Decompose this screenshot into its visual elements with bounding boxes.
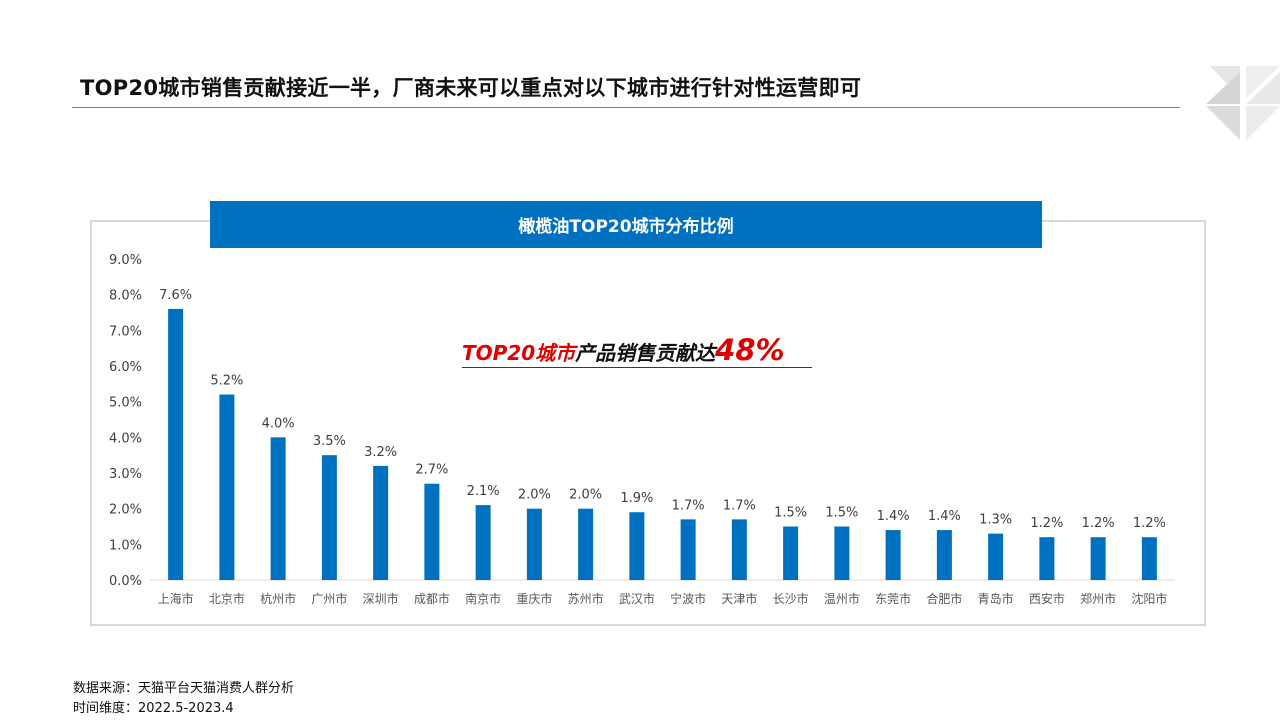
- x-tick-label: 重庆市: [516, 591, 552, 606]
- data-label: 1.5%: [774, 506, 807, 521]
- bar: [1039, 537, 1055, 580]
- bar: [475, 505, 491, 580]
- chart-title: 橄榄油TOP20城市分布比例: [210, 201, 1042, 248]
- data-label: 1.7%: [672, 498, 705, 513]
- y-tick-label: 9.0%: [109, 253, 142, 268]
- data-label: 1.4%: [928, 509, 961, 524]
- data-label: 7.6%: [159, 288, 192, 303]
- data-label: 3.5%: [313, 434, 346, 449]
- y-tick-label: 2.0%: [109, 503, 142, 518]
- title-divider: [72, 107, 1180, 108]
- y-tick-label: 4.0%: [109, 431, 142, 446]
- data-label: 1.9%: [620, 491, 653, 506]
- data-label: 4.0%: [262, 416, 295, 431]
- x-tick-label: 广州市: [311, 591, 347, 606]
- y-tick-label: 7.0%: [109, 324, 142, 339]
- x-tick-label: 温州市: [824, 591, 860, 606]
- callout-part3: 48%: [715, 333, 785, 367]
- bar: [424, 483, 440, 580]
- bar: [373, 465, 389, 580]
- callout-part2: 产品销售贡献达: [575, 341, 716, 365]
- y-tick-label: 5.0%: [109, 396, 142, 411]
- data-label: 2.1%: [467, 484, 500, 499]
- period-line: 时间维度：2022.5-2023.4: [73, 701, 234, 716]
- x-tick-label: 杭州市: [260, 591, 296, 606]
- y-tick-label: 0.0%: [109, 574, 142, 589]
- data-label: 2.0%: [569, 488, 602, 503]
- y-tick-label: 6.0%: [109, 360, 142, 375]
- y-tick-label: 8.0%: [109, 289, 142, 304]
- data-label: 1.2%: [1133, 516, 1166, 531]
- x-tick-label: 沈阳市: [1131, 591, 1167, 606]
- data-label: 1.2%: [1082, 516, 1115, 531]
- x-tick-label: 南京市: [465, 591, 501, 606]
- bar: [834, 526, 850, 580]
- data-label: 2.0%: [518, 488, 551, 503]
- data-label: 1.3%: [979, 513, 1012, 528]
- x-tick-label: 北京市: [209, 591, 245, 606]
- data-label: 1.4%: [877, 509, 910, 524]
- bar: [783, 526, 799, 580]
- x-tick-label: 成都市: [414, 591, 450, 606]
- source-line: 数据来源：天猫平台天猫消费人群分析: [73, 681, 295, 696]
- x-tick-label: 青岛市: [978, 591, 1014, 606]
- bar: [219, 394, 235, 580]
- bar: [1090, 537, 1106, 580]
- bar: [270, 437, 286, 580]
- bar: [526, 508, 542, 580]
- bar: [578, 508, 594, 580]
- x-tick-label: 宁波市: [670, 591, 706, 606]
- bar: [629, 512, 645, 580]
- x-tick-label: 东莞市: [875, 591, 911, 606]
- x-tick-label: 上海市: [158, 591, 194, 606]
- y-tick-label: 3.0%: [109, 467, 142, 482]
- x-tick-label: 武汉市: [619, 591, 655, 606]
- bar: [731, 519, 747, 580]
- bar: [988, 533, 1004, 580]
- data-label: 1.5%: [825, 506, 858, 521]
- x-tick-label: 西安市: [1029, 591, 1065, 606]
- y-tick-label: 1.0%: [109, 538, 142, 553]
- data-label: 5.2%: [210, 374, 243, 389]
- x-tick-label: 郑州市: [1080, 591, 1116, 606]
- callout-highlight: TOP20城市产品销售贡献达48%: [462, 333, 812, 368]
- source-note: 数据来源：天猫平台天猫消费人群分析 时间维度：2022.5-2023.4: [73, 679, 294, 719]
- bar: [936, 530, 952, 580]
- data-label: 2.7%: [415, 463, 448, 478]
- data-label: 3.2%: [364, 445, 397, 460]
- data-label: 1.7%: [723, 498, 756, 513]
- x-tick-label: 苏州市: [568, 591, 604, 606]
- x-tick-label: 深圳市: [363, 591, 399, 606]
- bar: [680, 519, 696, 580]
- x-tick-label: 长沙市: [773, 591, 809, 606]
- x-tick-label: 合肥市: [926, 591, 962, 606]
- callout-part1: TOP20城市: [462, 341, 576, 365]
- bar: [1141, 537, 1157, 580]
- corner-logo-icon: [1206, 66, 1280, 140]
- bar: [885, 530, 901, 580]
- bar: [168, 308, 184, 580]
- data-label: 1.2%: [1030, 516, 1063, 531]
- slide-title: TOP20城市销售贡献接近一半，厂商未来可以重点对以下城市进行针对性运营即可: [80, 76, 862, 100]
- x-tick-label: 天津市: [721, 591, 757, 606]
- bar: [321, 455, 337, 580]
